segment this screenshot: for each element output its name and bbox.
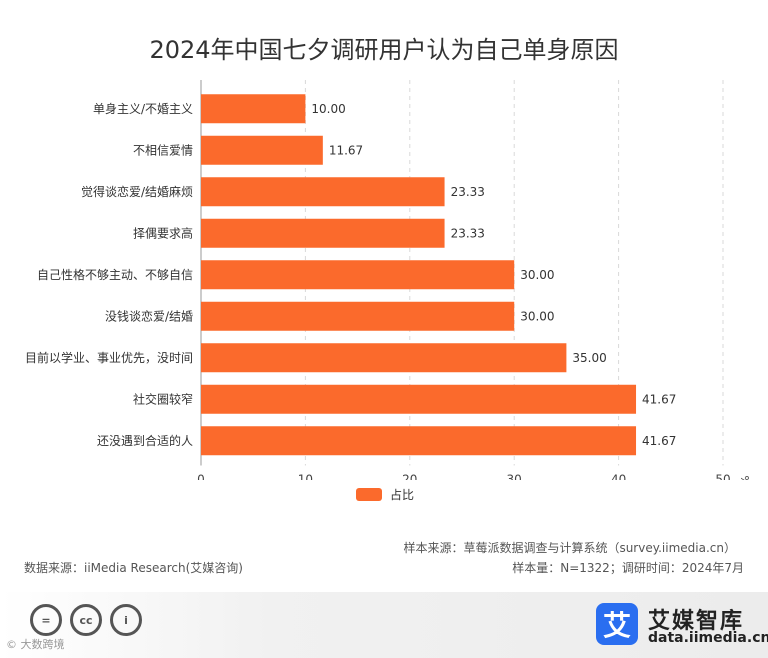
watermark: © 大数跨境 bbox=[6, 638, 65, 651]
brand-url[interactable]: data.iimedia.cn bbox=[648, 630, 768, 646]
bar bbox=[201, 218, 445, 248]
data-label: 41.67 bbox=[642, 392, 676, 406]
data-label: 11.67 bbox=[329, 143, 363, 157]
legend[interactable]: 占比 bbox=[356, 486, 414, 503]
bar bbox=[201, 177, 445, 207]
data-label: 35.00 bbox=[572, 351, 606, 365]
data-source-note: 数据来源：iiMedia Research(艾媒咨询) bbox=[24, 561, 243, 575]
no-derivatives-icon: = bbox=[30, 604, 62, 636]
category-label: 目前以学业、事业优先，没时间 bbox=[25, 350, 193, 365]
category-label: 择偶要求高 bbox=[133, 225, 193, 240]
legend-label: 占比 bbox=[390, 488, 415, 502]
creative-commons-icon: cc bbox=[70, 604, 102, 636]
x-tick-label: 50 bbox=[715, 473, 730, 481]
data-label: 30.00 bbox=[520, 309, 554, 323]
category-label: 没钱谈恋爱/结婚 bbox=[105, 308, 193, 323]
category-label: 还没遇到合适的人 bbox=[97, 433, 193, 448]
x-tick-label: 30 bbox=[507, 473, 522, 481]
x-tick-label: 20 bbox=[402, 473, 417, 481]
bar bbox=[201, 135, 323, 165]
bar bbox=[201, 301, 515, 331]
legend-swatch bbox=[356, 488, 382, 501]
data-label: 10.00 bbox=[311, 102, 345, 116]
bar bbox=[201, 426, 637, 456]
data-label: 23.33 bbox=[451, 185, 485, 199]
brand-logo-icon: 艾 bbox=[596, 603, 638, 645]
license-icons: = cc i bbox=[30, 604, 142, 636]
bar bbox=[201, 260, 515, 290]
data-label: 30.00 bbox=[520, 268, 554, 282]
brand-name: 艾媒智库 bbox=[648, 609, 745, 634]
bar bbox=[201, 343, 567, 373]
category-label: 单身主义/不婚主义 bbox=[93, 101, 193, 116]
bar-chart: 0 10 20 30 40 50% 单身主义/不婚主义 10.00 不相信爱情 11.67 觉得谈恋… bbox=[25, 80, 751, 481]
category-label: 不相信爱情 bbox=[133, 143, 193, 157]
unit-label: % bbox=[738, 476, 751, 481]
sample-size-note: 样本量：N=1322；调研时间：2024年7月 bbox=[512, 561, 744, 575]
bar bbox=[201, 94, 306, 124]
attribution-icon: i bbox=[110, 604, 142, 636]
x-tick-label: 0 bbox=[197, 473, 205, 481]
category-label: 觉得谈恋爱/结婚麻烦 bbox=[81, 184, 193, 199]
category-label: 自己性格不够主动、不够自信 bbox=[37, 267, 193, 282]
data-label: 23.33 bbox=[451, 226, 485, 240]
sample-source-note: 样本来源：草莓派数据调查与计算系统（survey.iimedia.cn） bbox=[403, 541, 736, 555]
chart-title: 2024年中国七夕调研用户认为自己单身原因 bbox=[149, 36, 619, 64]
data-label: 41.67 bbox=[642, 434, 676, 448]
category-label: 社交圈较窄 bbox=[133, 391, 193, 406]
bar bbox=[201, 384, 637, 414]
x-tick-label: 10 bbox=[298, 473, 313, 481]
x-tick-label: 40 bbox=[611, 473, 626, 481]
